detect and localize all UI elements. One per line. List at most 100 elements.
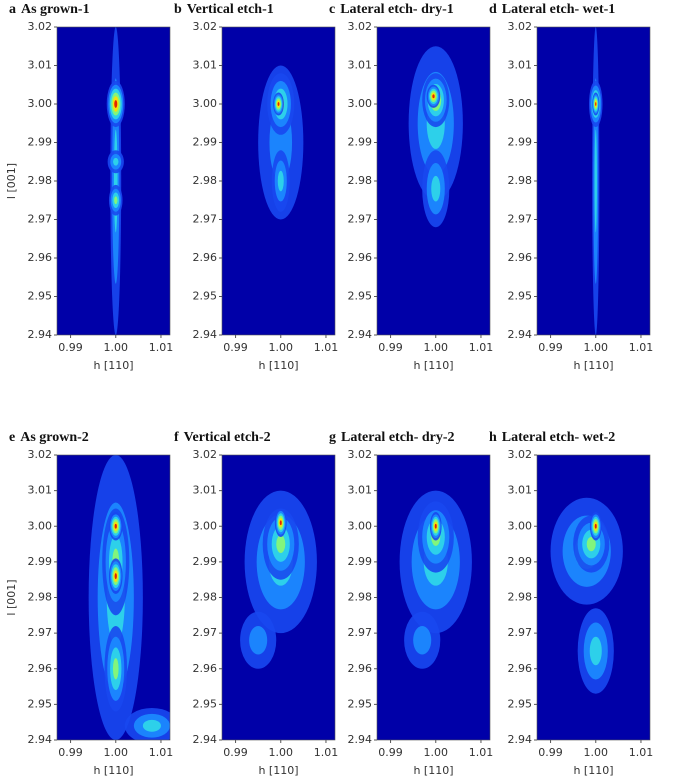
y-tick-label: 3.02 [28, 448, 53, 461]
y-tick-label: 2.99 [28, 555, 53, 568]
y-tick-label: 3.00 [508, 519, 533, 532]
panel-letter: e [9, 430, 15, 445]
panel: 2.94 2.95 2.96 2.97 2.98 2.99 3.00 3.01 3.02 0.99… [5, 2, 173, 372]
y-tick-label: 2.98 [28, 591, 53, 604]
panel: 2.94 2.95 2.96 2.97 2.98 2.99 3.00 3.01 3.02 0.99… [5, 430, 173, 777]
y-tick-label: 2.94 [28, 328, 53, 341]
x-tick-label: 0.99 [223, 341, 248, 354]
x-tick-label: 1.01 [629, 341, 654, 354]
panel-title-text: Lateral etch- wet-1 [502, 2, 616, 17]
intensity-blob [114, 523, 117, 529]
y-tick-label: 2.95 [508, 290, 533, 303]
y-tick-label: 2.96 [28, 662, 53, 675]
panel-title: d Lateral etch- wet-1 [489, 2, 615, 17]
x-tick-label: 1.01 [469, 746, 494, 759]
panel-title-text: As grown-1 [21, 2, 90, 17]
y-tick-label: 2.98 [193, 174, 218, 187]
y-tick-label: 2.97 [28, 213, 53, 226]
y-tick-label: 3.00 [193, 519, 218, 532]
x-axis-label: h [110] [258, 359, 298, 372]
panel-letter: c [329, 2, 335, 17]
panel-title-text: Lateral etch- dry-1 [340, 2, 454, 17]
panel: 2.94 2.95 2.96 2.97 2.98 2.99 3.00 3.01 3.02 0.99… [174, 2, 338, 372]
y-tick-label: 3.01 [193, 484, 218, 497]
intensity-map [399, 490, 472, 669]
intensity-map [550, 497, 623, 694]
y-tick-label: 3.01 [508, 59, 533, 72]
y-tick-label: 3.01 [348, 59, 373, 72]
y-tick-label: 2.98 [28, 174, 53, 187]
intensity-blob [114, 573, 117, 580]
x-tick-label: 1.00 [269, 341, 294, 354]
x-tick-label: 1.01 [314, 746, 339, 759]
x-tick-label: 1.00 [424, 341, 449, 354]
y-tick-label: 3.00 [193, 97, 218, 110]
y-tick-label: 2.95 [28, 290, 53, 303]
y-tick-label: 2.97 [193, 626, 218, 639]
y-tick-label: 2.94 [193, 328, 218, 341]
x-tick-label: 1.00 [104, 746, 129, 759]
intensity-blob [249, 626, 268, 655]
panel: 2.94 2.95 2.96 2.97 2.98 2.99 3.00 3.01 3.02 0.99… [329, 430, 493, 777]
y-tick-label: 3.02 [348, 448, 373, 461]
y-tick-label: 2.97 [28, 626, 53, 639]
x-tick-label: 1.00 [584, 746, 609, 759]
x-tick-label: 1.01 [149, 341, 174, 354]
y-tick-label: 2.94 [28, 733, 53, 746]
y-tick-label: 3.02 [508, 20, 533, 33]
x-tick-label: 0.99 [58, 341, 83, 354]
y-tick-label: 2.97 [508, 626, 533, 639]
panel-title: c Lateral etch- dry-1 [329, 2, 454, 17]
intensity-blob [413, 626, 432, 655]
panel-title: e As grown-2 [9, 430, 89, 445]
y-tick-label: 2.97 [348, 213, 373, 226]
x-axis-label: h [110] [93, 764, 133, 777]
panel-title-text: As grown-2 [20, 430, 89, 445]
panel-title: g Lateral etch- dry-2 [329, 430, 455, 445]
y-tick-label: 2.95 [193, 697, 218, 710]
y-tick-label: 3.02 [348, 20, 373, 33]
intensity-blob [142, 719, 161, 732]
y-tick-label: 3.01 [348, 484, 373, 497]
intensity-blob [113, 129, 118, 233]
y-tick-label: 2.95 [28, 697, 53, 710]
y-tick-label: 2.99 [348, 136, 373, 149]
panel-title-text: Vertical etch-2 [184, 430, 271, 445]
y-tick-label: 2.98 [348, 174, 373, 187]
y-tick-label: 3.02 [28, 20, 53, 33]
y-tick-label: 2.95 [193, 290, 218, 303]
x-tick-label: 1.01 [629, 746, 654, 759]
x-tick-label: 0.99 [538, 341, 563, 354]
y-tick-label: 3.00 [508, 97, 533, 110]
panel: 2.94 2.95 2.96 2.97 2.98 2.99 3.00 3.01 3.02 0.99… [489, 2, 653, 372]
panel-title: h Lateral etch- wet-2 [489, 430, 615, 445]
x-axis-label: h [110] [413, 764, 453, 777]
panel-letter: h [489, 430, 497, 445]
x-tick-label: 1.01 [314, 341, 339, 354]
panel: 2.94 2.95 2.96 2.97 2.98 2.99 3.00 3.01 3.02 0.99… [174, 430, 338, 777]
intensity-map [106, 27, 125, 335]
y-tick-label: 3.02 [508, 448, 533, 461]
y-tick-label: 3.00 [348, 519, 373, 532]
panel-letter: a [9, 2, 16, 17]
intensity-map [88, 455, 170, 740]
x-tick-label: 0.99 [58, 746, 83, 759]
panel-letter: d [489, 2, 497, 17]
panel-letter: b [174, 2, 182, 17]
x-axis-label: h [110] [93, 359, 133, 372]
intensity-blob [434, 523, 437, 529]
panel-title-text: Lateral etch- dry-2 [341, 430, 455, 445]
intensity-map [258, 65, 304, 220]
panel: 2.94 2.95 2.96 2.97 2.98 2.99 3.00 3.01 3.02 0.99… [489, 430, 653, 777]
y-tick-label: 2.95 [348, 290, 373, 303]
panel-title-text: Lateral etch- wet-2 [502, 430, 616, 445]
panel-title: a As grown-1 [9, 2, 90, 17]
y-axis-label: l [001] [5, 579, 18, 615]
y-tick-label: 2.98 [348, 591, 373, 604]
x-tick-label: 0.99 [223, 746, 248, 759]
x-tick-label: 1.00 [424, 746, 449, 759]
intensity-map [240, 490, 317, 669]
intensity-blob [114, 100, 118, 108]
